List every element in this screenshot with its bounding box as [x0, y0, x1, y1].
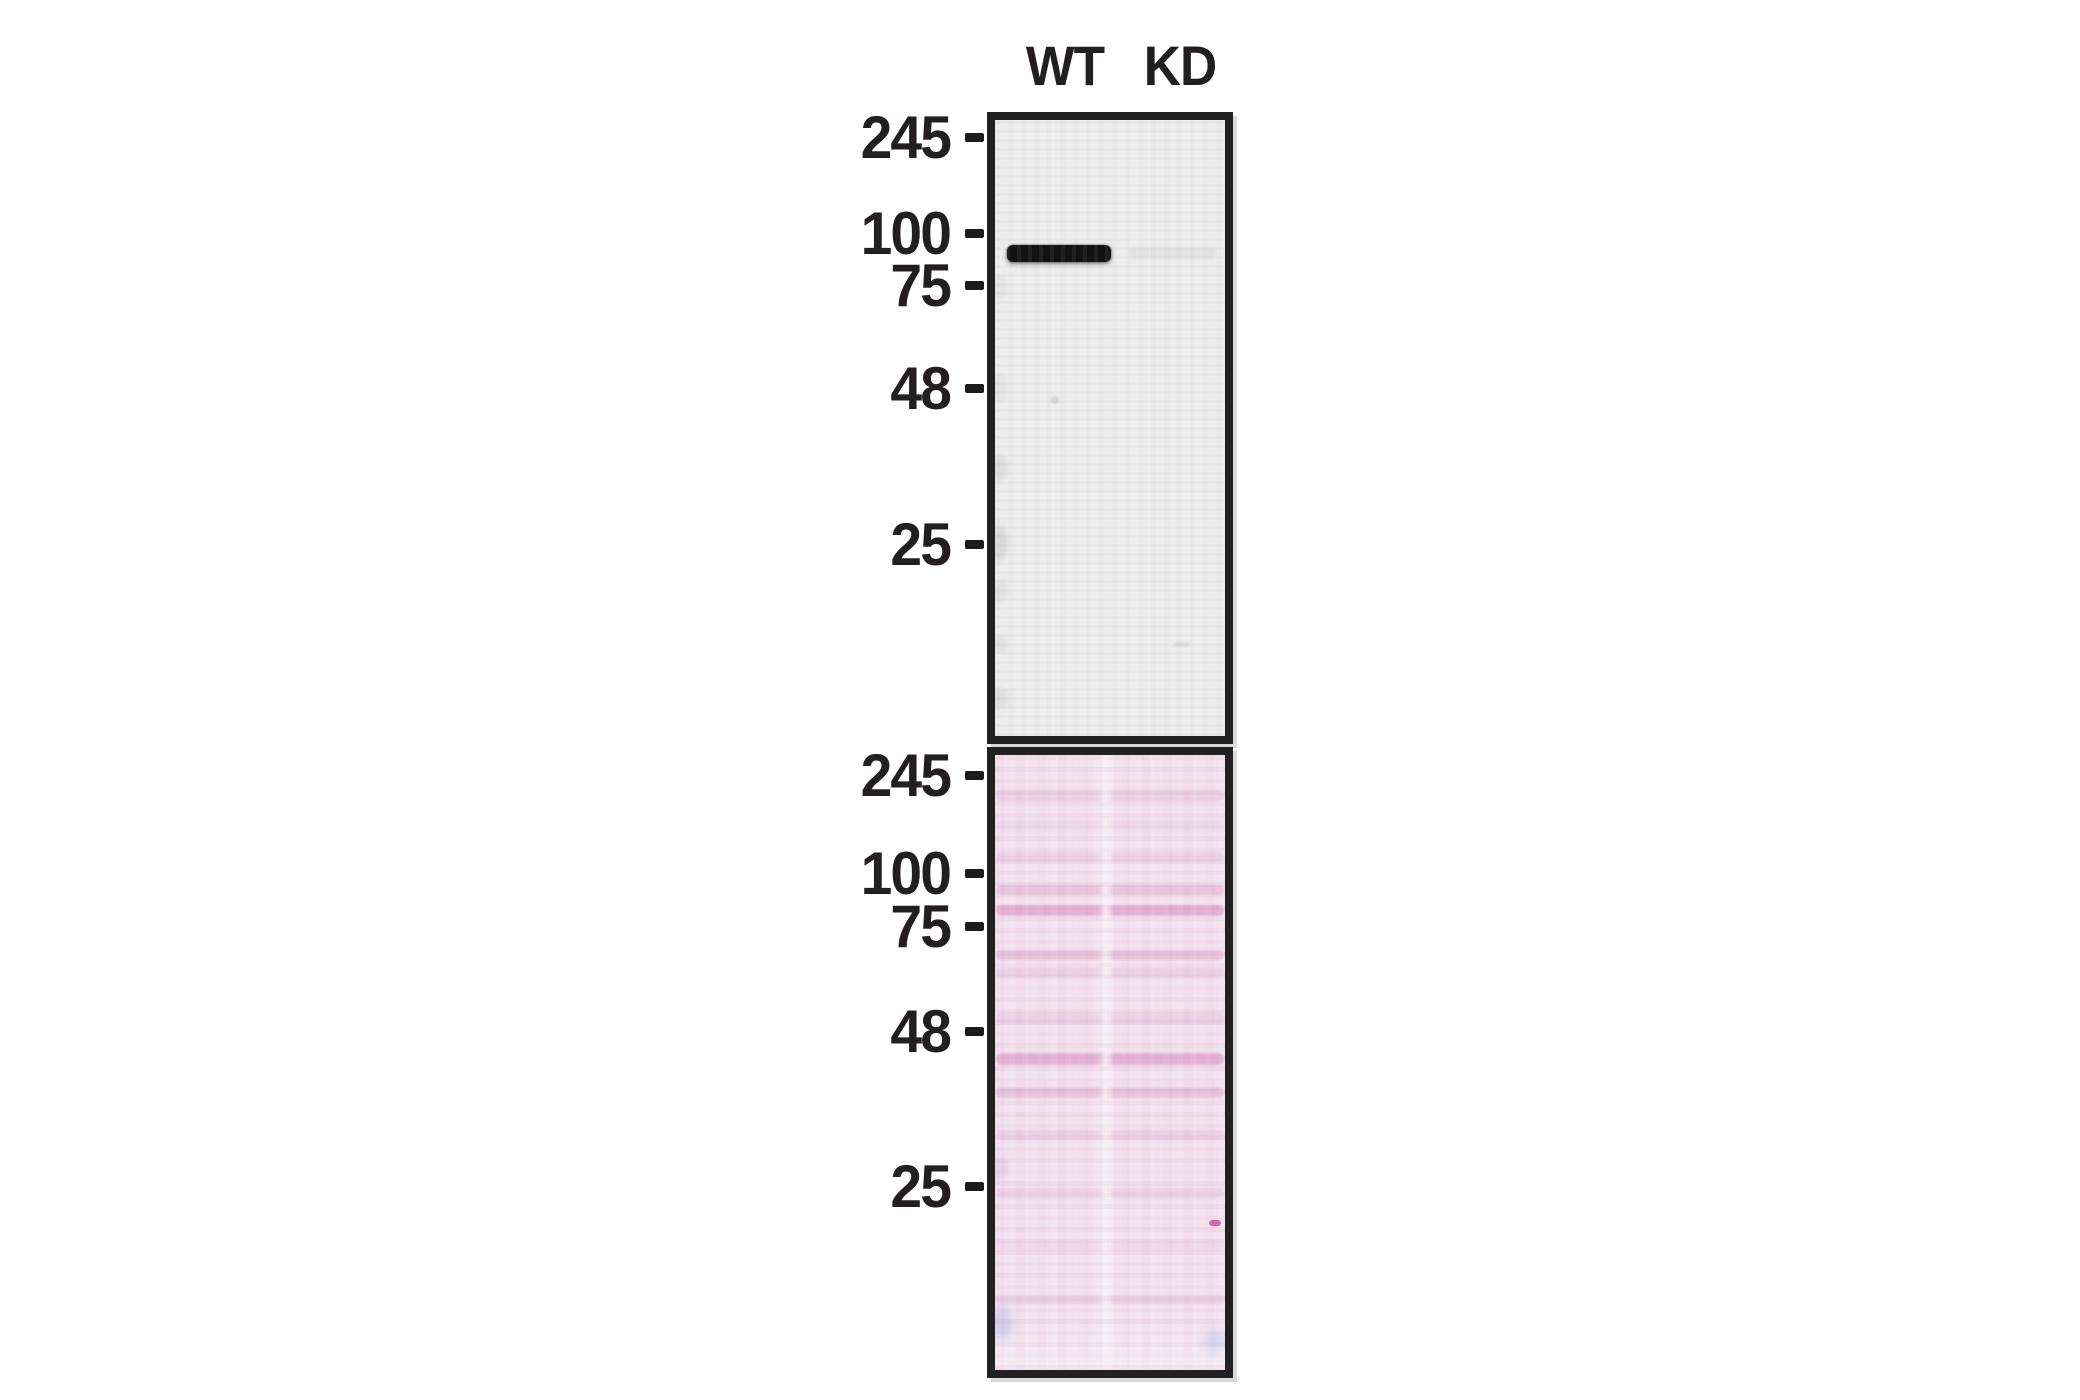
antibody-blot-panel	[987, 112, 1233, 744]
bottom-marker-label-48: 48	[890, 998, 952, 1065]
membrane-edge-smudge	[995, 277, 1008, 299]
antibody-blot-membrane	[995, 120, 1225, 736]
top-marker-tick-100	[965, 229, 984, 238]
bottom-marker-tick-75	[965, 922, 984, 931]
membrane-edge-smudge	[995, 375, 1008, 401]
membrane-edge-smudge	[995, 635, 1008, 653]
top-marker-tick-75	[965, 281, 984, 290]
top-marker-label-25: 25	[890, 511, 952, 578]
bottom-marker-tick-48	[965, 1027, 984, 1036]
bottom-marker-tick-245	[965, 771, 984, 780]
stain-bottom-fade	[995, 1322, 1225, 1370]
top-marker-label-100: 100	[860, 200, 952, 267]
top-marker-tick-48	[965, 384, 984, 393]
bottom-marker-label-25: 25	[890, 1153, 952, 1220]
antibody-blot-panel-band	[1128, 248, 1217, 258]
bottom-marker-label-245: 245	[860, 742, 952, 809]
top-marker-label-48: 48	[890, 355, 952, 422]
antibody-blot-panel-band	[1007, 245, 1111, 262]
membrane-edge-smudge	[995, 455, 1008, 481]
membrane-edge-smudge	[995, 688, 1008, 710]
total-protein-stain-membrane	[995, 755, 1225, 1370]
stain-edge-smudge	[995, 1155, 1008, 1181]
top-marker-tick-25	[965, 540, 984, 549]
membrane-edge-smudge	[995, 580, 1008, 602]
lane-label-wt: WT	[1025, 34, 1105, 97]
bottom-marker-tick-100	[965, 869, 984, 878]
membrane-speck	[1173, 642, 1189, 647]
magenta-speck	[1209, 1220, 1221, 1226]
lane-divider-streak	[1098, 755, 1114, 1370]
bottom-marker-label-100: 100	[860, 840, 952, 907]
membrane-edge-smudge	[995, 525, 1008, 561]
lane-label-kd: KD	[1143, 34, 1217, 97]
top-marker-label-75: 75	[890, 252, 952, 319]
total-protein-stain-panel	[987, 747, 1233, 1378]
bottom-marker-label-75: 75	[890, 893, 952, 960]
bottom-marker-tick-25	[965, 1182, 984, 1191]
top-marker-label-245: 245	[860, 104, 952, 171]
membrane-speck	[1051, 396, 1059, 404]
membrane-grain-texture	[995, 120, 1225, 736]
top-marker-tick-245	[965, 133, 984, 142]
